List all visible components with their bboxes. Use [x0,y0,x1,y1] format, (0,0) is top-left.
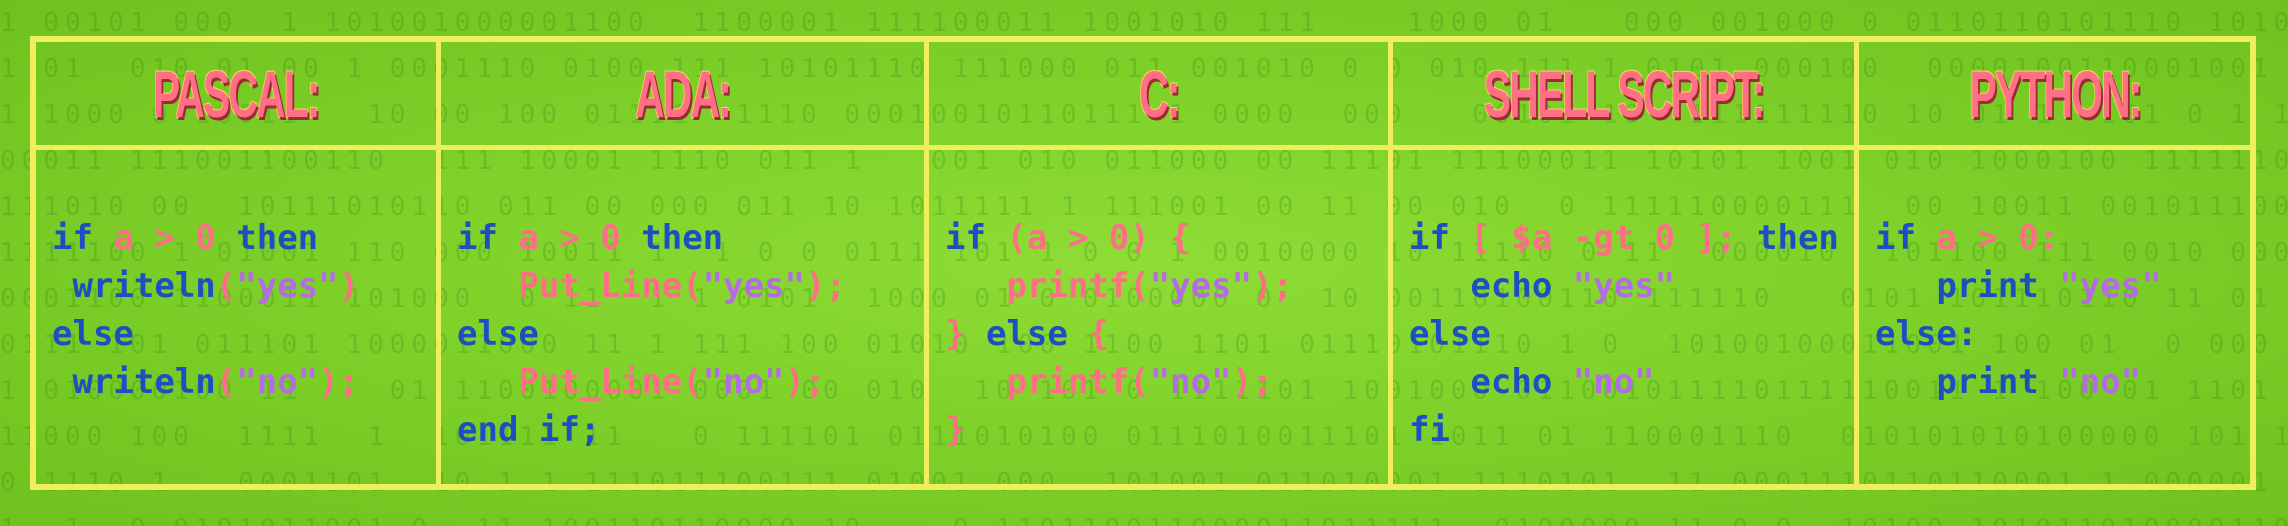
column-pascal: PASCAL: if a > 0 then writeln("yes") els… [36,42,436,484]
code-token: else: [1875,314,1978,354]
code-token: "yes" [1149,266,1253,306]
column-title: SHELL SCRIPT: [1483,56,1766,131]
code-line: else [457,314,539,354]
code-token: a > 0 [113,218,216,258]
code-line: writeln("yes") [52,266,359,306]
code-token: printf( [945,266,1150,306]
code-line: else: [1875,314,1977,354]
code-line: print "no" [1875,362,2141,402]
code-token: ); [784,362,826,402]
code-token: else [985,314,1068,354]
column-header: PASCAL: [36,42,436,150]
column-ada: ADA: if a > 0 then Put_Line("yes"); else… [436,42,924,484]
code-token: a > 0: [1936,218,2060,258]
code-line: printf("yes"); [945,266,1293,306]
code-token: ) [338,266,360,306]
code-line: else [1409,314,1491,354]
code-token: echo [1409,266,1573,306]
code-token: "no" [702,362,785,402]
code-token: "no" [1572,362,1655,402]
code-token: "yes" [236,266,339,306]
code-token: "yes" [2059,266,2162,306]
code-token: "yes" [702,266,805,306]
column-header: ADA: [441,42,924,150]
code-token: ); [1252,266,1294,306]
code-token: if [1409,218,1471,258]
code-token: ( [215,362,237,402]
code-line: if (a > 0) { [945,218,1191,258]
code-token: fi [1409,410,1450,450]
code-line: echo "yes" [1409,266,1675,306]
code-line: Put_Line("no"); [457,362,825,402]
code-line: echo "no" [1409,362,1655,402]
code-line: writeln("no"); [52,362,359,402]
code-token: "no" [236,362,319,402]
column-title: C: [1138,56,1180,131]
column-python: PYTHON: if a > 0: print "yes" else: prin… [1854,42,2250,484]
code-token: if [1875,218,1937,258]
code-token: if [945,218,1007,258]
code-token: { [1067,314,1109,354]
column-header: SHELL SCRIPT: [1393,42,1854,150]
code-token: writeln [52,266,216,306]
column-title: PYTHON: [1968,56,2142,131]
code-token: then [1736,218,1839,258]
code-token: } [945,314,986,354]
code-line: if [ $a -gt 0 ]; then [1409,218,1839,258]
code-token: ); [1231,362,1273,402]
code-line: if a > 0: [1875,218,2059,258]
code-line: end if; [457,410,600,450]
code-block: if a > 0: print "yes" else: print "no" [1875,214,2162,406]
code-token: "no" [2059,362,2142,402]
code-token: "yes" [1572,266,1676,306]
column-header: C: [929,42,1388,150]
code-token: else [52,314,134,354]
code-token: else [1409,314,1491,354]
code-token: else [457,314,539,354]
column-title: PASCAL: [153,56,321,131]
code-line: if a > 0 then [457,218,723,258]
code-token: } [945,410,966,450]
column-shell-script: SHELL SCRIPT: if [ $a -gt 0 ]; then echo… [1388,42,1854,484]
code-token: ); [805,266,846,306]
code-block: if a > 0 then writeln("yes") else writel… [52,214,359,406]
code-line: fi [1409,410,1450,450]
code-token: print [1875,362,2060,402]
code-line: if a > 0 then [52,218,318,258]
code-token: end if; [457,410,601,450]
code-line: printf("no"); [945,362,1273,402]
code-token: a > 0 [518,218,621,258]
code-token: if [457,218,519,258]
code-block: if (a > 0) { printf("yes"); } else { pri… [945,214,1293,454]
code-token: ( [215,266,237,306]
code-token: (a > 0) { [1006,218,1191,258]
code-token: printf( [945,362,1150,402]
code-token: if [52,218,114,258]
column-title: ADA: [635,56,732,131]
code-block: if [ $a -gt 0 ]; then echo "yes" else ec… [1409,214,1839,454]
code-token: writeln [52,362,216,402]
code-line: } [945,410,965,450]
language-comparison-table: PASCAL: if a > 0 then writeln("yes") els… [30,36,2256,490]
code-token: Put_Line( [457,362,703,402]
code-block: if a > 0 then Put_Line("yes"); else Put_… [457,214,846,454]
code-line: print "yes" [1875,266,2162,306]
code-line: Put_Line("yes"); [457,266,846,306]
code-token: echo [1409,362,1573,402]
code-token: [ $a -gt 0 ]; [1470,218,1737,258]
code-token: "no" [1149,362,1232,402]
column-c: C: if (a > 0) { printf("yes"); } else { … [924,42,1388,484]
code-token: then [620,218,724,258]
code-line: } else { [945,314,1109,354]
code-token: print [1875,266,2060,306]
code-token: Put_Line( [457,266,703,306]
code-line: else [52,314,134,354]
code-token: then [215,218,319,258]
column-header: PYTHON: [1859,42,2250,150]
code-token: ); [318,362,360,402]
